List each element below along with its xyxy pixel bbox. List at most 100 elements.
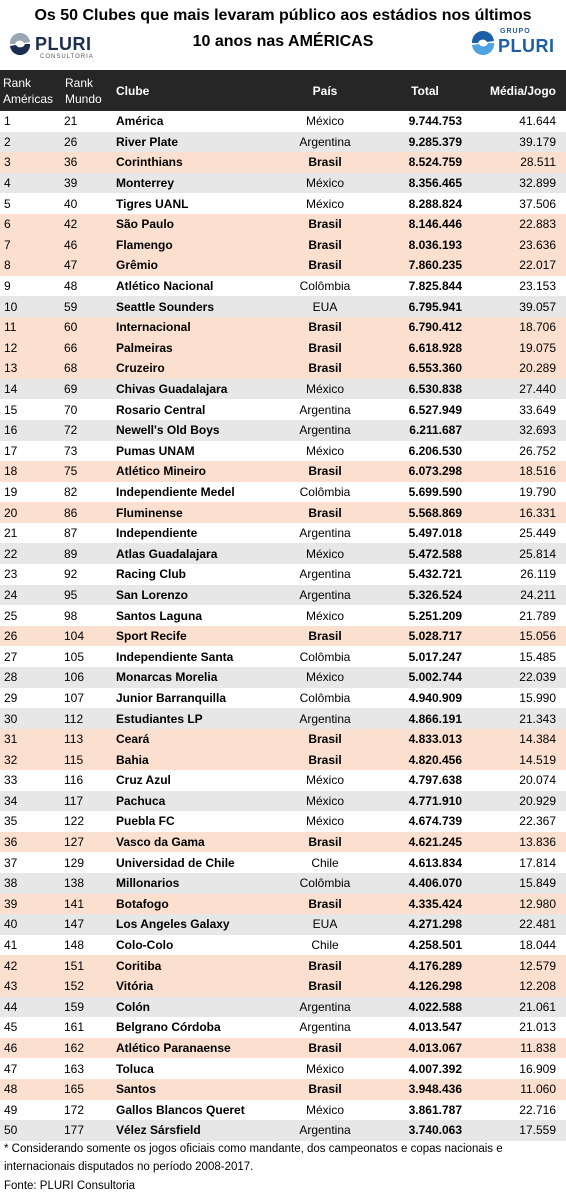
cell-total: 4.866.191 (408, 711, 462, 726)
cell-rank-mundo: 148 (64, 938, 85, 953)
table-row: 17 73 Pumas UNAM México 6.206.530 26.752 (0, 440, 566, 462)
cell-media: 23.153 (519, 279, 556, 294)
cell-media: 39.057 (519, 299, 556, 314)
cell-rank-americas: 42 (4, 958, 18, 973)
cell-rank-americas: 11 (4, 320, 17, 335)
table-row: 19 82 Independiente Medel Colômbia 5.699.590… (0, 481, 566, 503)
cell-media: 21.343 (519, 711, 556, 726)
table-row: 38 138 Millonarios Colômbia 4.406.070 15.849 (0, 872, 566, 894)
cell-clube: Millonarios (116, 876, 180, 891)
cell-rank-americas: 18 (4, 464, 18, 479)
cell-pais: EUA (312, 917, 338, 932)
cell-total: 4.335.424 (408, 896, 462, 911)
cell-media: 15.990 (519, 690, 556, 705)
cell-clube: Pumas UNAM (116, 443, 195, 458)
cell-rank-americas: 3 (4, 155, 11, 170)
cell-rank-americas: 34 (4, 793, 18, 808)
page-title: Os 50 Clubes que mais levaram público ao… (0, 3, 566, 55)
cell-clube: Monarcas Morelia (116, 670, 218, 685)
col-rank-mundo: Rank Mundo (62, 70, 114, 111)
cell-media: 32.693 (519, 423, 556, 438)
cell-rank-mundo: 165 (64, 1082, 85, 1097)
cell-pais: Brasil (308, 505, 342, 520)
table-row: 49 172 Gallos Blancos Queret México 3.861.78… (0, 1099, 566, 1121)
cell-total: 4.833.013 (408, 732, 462, 747)
cell-media: 24.211 (520, 587, 556, 602)
cell-pais: Brasil (308, 361, 342, 376)
table-row: 48 165 Santos Brasil 3.948.436 11.060 (0, 1078, 566, 1100)
table-row: 42 151 Coritiba Brasil 4.176.289 12.579 (0, 955, 566, 976)
cell-total: 4.013.547 (408, 1020, 462, 1035)
cell-clube: Toluca (116, 1061, 154, 1076)
cell-total: 4.022.588 (408, 999, 462, 1014)
cell-total: 4.013.067 (408, 1041, 462, 1056)
cell-media: 14.384 (519, 732, 556, 747)
table-row: 15 70 Rosario Central Argentina 6.527.949 33.… (0, 399, 566, 420)
cell-clube: Atlas Guadalajara (116, 546, 218, 561)
cell-rank-americas: 40 (4, 917, 18, 932)
cell-clube: Racing Club (116, 567, 187, 582)
table-row: 6 42 São Paulo Brasil 8.146.446 22.883 (0, 213, 566, 235)
table-row: 4 39 Monterrey México 8.356.465 32.899 (0, 172, 566, 194)
cell-pais: Argentina (299, 1123, 351, 1138)
cell-clube: Estudiantes LP (116, 711, 203, 726)
cell-rank-mundo: 40 (64, 196, 78, 211)
cell-total: 9.285.379 (408, 134, 462, 149)
table-row: 35 122 Puebla FC México 4.674.739 22.367 (0, 811, 566, 832)
cell-clube: Botafogo (116, 896, 169, 911)
cell-clube: Flamengo (116, 237, 173, 252)
cell-total: 6.073.298 (408, 464, 462, 479)
cell-rank-americas: 19 (4, 484, 18, 499)
cell-rank-americas: 12 (4, 340, 18, 355)
cell-pais: México (305, 114, 344, 129)
cell-rank-americas: 7 (4, 237, 11, 252)
cell-clube: Belgrano Córdoba (116, 1020, 221, 1035)
cell-rank-americas: 23 (4, 567, 18, 582)
cell-media: 22.017 (519, 258, 556, 273)
cell-total: 4.271.298 (408, 917, 462, 932)
cell-rank-americas: 14 (4, 382, 18, 397)
cell-clube: Atlético Mineiro (116, 464, 207, 479)
table-row: 34 117 Pachuca México 4.771.910 20.929 (0, 790, 566, 812)
cell-rank-americas: 10 (4, 299, 18, 314)
cell-pais: Colômbia (299, 876, 351, 891)
cell-pais: México (305, 196, 344, 211)
cell-total: 6.618.928 (408, 340, 462, 355)
cell-rank-americas: 50 (4, 1123, 18, 1138)
cell-rank-americas: 2 (4, 134, 11, 149)
cell-media: 17.559 (519, 1123, 556, 1138)
cell-pais: Chile (311, 938, 339, 953)
cell-total: 4.771.910 (408, 793, 462, 808)
cell-total: 4.007.392 (408, 1061, 462, 1076)
cell-media: 32.899 (519, 176, 556, 191)
cell-rank-mundo: 21 (64, 114, 78, 129)
cell-media: 39.179 (519, 134, 556, 149)
cell-rank-mundo: 104 (64, 629, 85, 644)
cell-clube: Independiente Santa (116, 649, 234, 664)
cell-rank-americas: 1 (4, 114, 11, 129)
cell-clube: São Paulo (116, 217, 175, 232)
cell-rank-americas: 9 (4, 279, 11, 294)
cell-rank-mundo: 48 (64, 279, 78, 294)
cell-clube: Vitória (116, 979, 154, 994)
cell-rank-mundo: 152 (64, 979, 85, 994)
cell-rank-americas: 8 (4, 258, 11, 273)
cell-total: 3.861.787 (408, 1102, 462, 1117)
cell-pais: Argentina (299, 587, 351, 602)
cell-rank-mundo: 75 (64, 464, 78, 479)
table-row: 12 66 Palmeiras Brasil 6.618.928 19.075 (0, 337, 566, 359)
cell-media: 25.449 (519, 526, 556, 541)
cell-media: 28.511 (520, 155, 556, 170)
cell-clube: Gallos Blancos Queret (116, 1102, 245, 1117)
table-row: 16 72 Newell's Old Boys Argentina 6.211.687 3… (0, 419, 566, 441)
table-row: 31 113 Ceará Brasil 4.833.013 14.384 (0, 728, 566, 750)
cell-media: 41.644 (519, 114, 556, 129)
cell-rank-americas: 5 (4, 196, 11, 211)
col-pais: País (272, 70, 378, 111)
cell-rank-americas: 24 (4, 587, 18, 602)
cell-total: 4.797.638 (408, 773, 462, 788)
cell-rank-americas: 13 (4, 361, 18, 376)
cell-media: 37.506 (519, 196, 556, 211)
cell-rank-mundo: 39 (64, 176, 78, 191)
cell-rank-mundo: 60 (64, 320, 78, 335)
